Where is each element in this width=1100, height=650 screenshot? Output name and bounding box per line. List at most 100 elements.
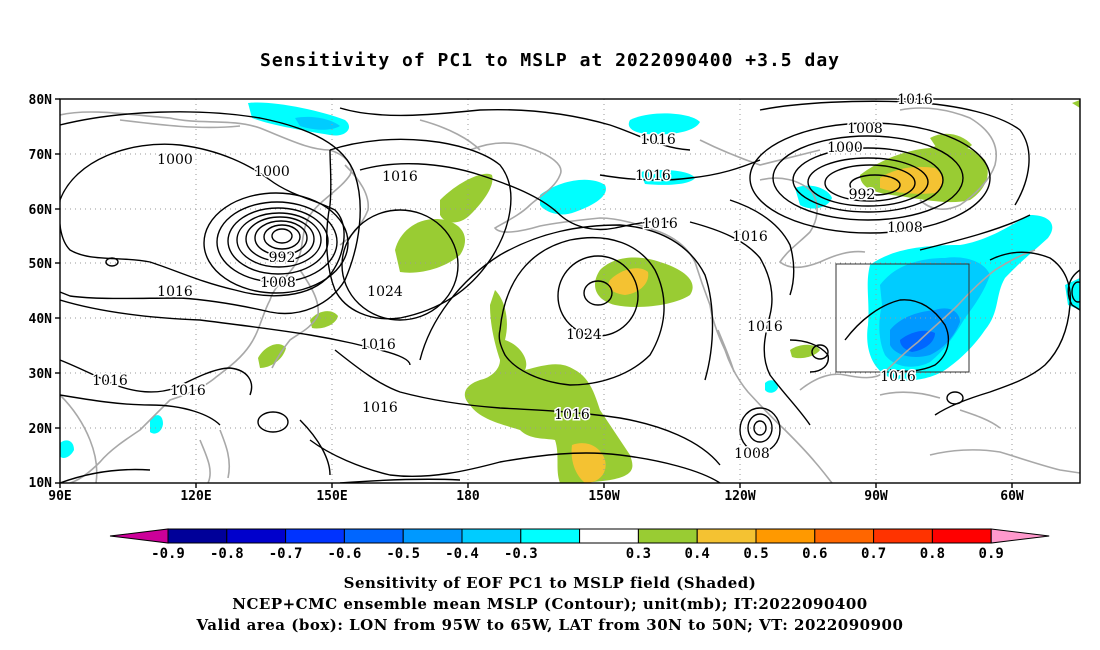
contour-low-w-6 — [227, 207, 329, 275]
contour-low-ne-1 — [849, 174, 901, 196]
contour-tc-1 — [753, 420, 767, 436]
shade-pos-west-pacific — [440, 173, 493, 223]
contour-low-w-4 — [245, 216, 315, 262]
coast-greenland — [899, 107, 997, 210]
negative-sensitivity-areas — [60, 102, 1080, 458]
contour-1008-west — [60, 111, 361, 315]
colorbar-swatch — [461, 528, 522, 544]
lat-label: 70N — [29, 148, 53, 163]
lon-label: 90W — [864, 489, 888, 504]
contour-1016-sw-2 — [60, 394, 221, 426]
contour-1016-south-2 — [309, 439, 721, 483]
contour-high-e-3 — [498, 236, 665, 386]
colorbar-high-arrow — [990, 528, 1050, 544]
shade-pos-greenland-tip — [930, 133, 972, 152]
contour-label: 1000 — [254, 164, 290, 180]
contour-small-gulf — [811, 344, 829, 360]
contour-high-c-1 — [341, 209, 459, 321]
coast-japan — [271, 269, 320, 369]
caption-line-valid-area: Valid area (box): LON from 95W to 65W, L… — [196, 616, 904, 634]
colorbar-label: 0.9 — [979, 546, 1004, 562]
shade-neg-pac-small-2 — [60, 440, 74, 458]
contour-low-w-2 — [263, 224, 301, 250]
colorbar-label: -0.3 — [504, 546, 538, 562]
colorbar-swatch — [167, 528, 228, 544]
contour-label: 1016 — [880, 369, 916, 385]
contour-label: 1016 — [92, 373, 128, 389]
contour-label: 1016 — [554, 407, 590, 423]
colorbar-swatch — [285, 528, 345, 544]
colorbar-swatch — [520, 528, 581, 544]
contour-1016-west — [60, 299, 411, 366]
shade-pos-subtropical — [464, 290, 633, 483]
contour-high-e-2 — [557, 255, 639, 337]
shade-neg-arctic-2 — [628, 113, 700, 135]
contour-tc-3 — [739, 407, 781, 453]
contour-1016-south-3 — [339, 478, 461, 483]
coast-caribbean — [879, 391, 1001, 429]
contour-1016-hudson — [729, 199, 795, 296]
colorbar-low-arrow — [109, 528, 169, 544]
contour-label: 992 — [849, 187, 876, 203]
colorbar-swatch — [931, 528, 992, 544]
colorbar-label: -0.9 — [151, 546, 185, 562]
lon-label: 60W — [1000, 489, 1024, 504]
colorbar-label: 0.8 — [920, 546, 945, 562]
lon-label: 120W — [724, 489, 755, 504]
colorbar: -0.9 -0.8 -0.7 -0.6 -0.5 -0.4 -0.3 0.3 0.4 0.5 0.6… — [109, 528, 1050, 562]
shade-pos-sea-small — [258, 344, 286, 368]
contour-label: 1016 — [732, 229, 768, 245]
contour-1016-east-us — [844, 299, 950, 372]
lon-label: 150W — [588, 489, 619, 504]
contour-tc-2 — [747, 413, 773, 443]
contour-label: 1016 — [640, 132, 676, 148]
colorbar-label: -0.6 — [328, 546, 362, 562]
contour-1016-west-canada — [689, 221, 811, 426]
contour-high-e-4 — [419, 224, 714, 381]
lon-label: 90E — [48, 489, 71, 504]
contour-label: 1000 — [157, 152, 193, 168]
contour-low-w-8 — [203, 192, 349, 294]
contour-label: 1016 — [170, 383, 206, 399]
contour-label: 1008 — [734, 446, 770, 462]
colorbar-swatch — [814, 528, 875, 544]
contour-low-ne-5 — [772, 135, 964, 221]
lon-label: 120E — [180, 489, 211, 504]
shade-pos-edge-1076 — [1072, 100, 1080, 108]
contour-label: 1008 — [847, 121, 883, 137]
contour-low-w-3 — [254, 220, 308, 256]
contour-label: 1016 — [897, 92, 933, 108]
lat-label: 10N — [29, 476, 53, 491]
contour-label: 1008 — [260, 275, 296, 291]
shade-neg-arctic-1b — [295, 116, 340, 130]
coast-south-america — [929, 449, 1080, 474]
caption-line-shaded: Sensitivity of EOF PC1 to MSLP field (Sh… — [343, 574, 757, 592]
contour-1016-north — [339, 107, 691, 151]
coastlines — [60, 107, 1080, 483]
caption-line-contour: NCEP+CMC ensemble mean MSLP (Contour); u… — [232, 595, 868, 613]
colorbar-swatch — [402, 528, 463, 544]
coast-east-us — [917, 249, 1036, 343]
contour-label: 1016 — [897, 92, 933, 108]
lat-label: 50N — [29, 257, 53, 272]
contour-1016-south — [60, 419, 331, 483]
mslp-contours — [60, 100, 1080, 483]
coast-gulf-mexico — [799, 341, 919, 391]
lon-label: 180 — [456, 489, 480, 504]
coast-north-america-west — [694, 261, 833, 483]
contour-label: 1016 — [642, 216, 678, 232]
contour-low-w-7 — [216, 201, 338, 283]
shade-04-northeast-pacific — [608, 268, 649, 295]
contour-high-e-1 — [583, 280, 613, 306]
colorbar-swatch — [579, 528, 639, 544]
valid-area-box — [835, 263, 970, 373]
lat-label: 30N — [29, 367, 53, 382]
contour-1016-alaska — [599, 159, 761, 181]
contour-small-sw — [257, 411, 289, 433]
shade-neg-gulf-alaska — [540, 179, 606, 215]
contour-low-w-1 — [271, 228, 293, 244]
shade-neg-pac-small-1 — [150, 415, 163, 434]
lat-label: 40N — [29, 312, 53, 327]
colorbar-label: 0.3 — [626, 546, 651, 562]
